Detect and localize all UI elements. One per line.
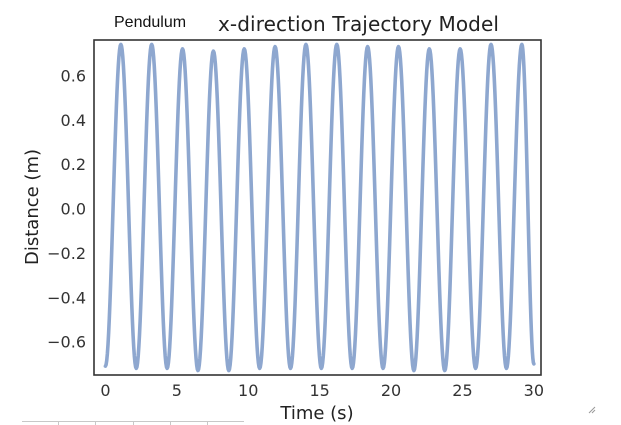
x-tick-label: 10 xyxy=(238,381,258,400)
y-tick-label: −0.2 xyxy=(47,244,86,263)
y-tick-label: 0.4 xyxy=(61,111,86,130)
y-axis-label: Distance (m) xyxy=(22,149,43,265)
x-tick-label: 25 xyxy=(452,381,472,400)
chart-title: x-direction Trajectory Model xyxy=(218,12,500,36)
y-tick-label: 0.6 xyxy=(61,66,86,85)
strip-cell xyxy=(58,422,95,425)
plot-area-frame xyxy=(93,39,542,376)
x-tick-label: 5 xyxy=(172,381,182,400)
resize-grip-icon[interactable] xyxy=(588,406,596,414)
x-tick-label: 15 xyxy=(309,381,329,400)
pendulum-label: Pendulum xyxy=(114,14,187,31)
x-tick-label: 0 xyxy=(100,381,110,400)
y-tick-label: 0.2 xyxy=(61,155,86,174)
x-tick-label: 30 xyxy=(524,381,544,400)
y-tick-label: −0.4 xyxy=(47,288,86,307)
y-tick-labels: 0.6 0.4 0.2 0.0 −0.2 −0.4 −0.6 xyxy=(47,66,86,351)
x-tick-labels: 0 5 10 15 20 25 30 xyxy=(100,381,544,400)
bottom-strip xyxy=(22,421,244,425)
y-tick-label: 0.0 xyxy=(61,200,86,219)
x-axis-label: Time (s) xyxy=(279,403,353,424)
strip-cell xyxy=(132,422,170,425)
x-tick-label: 20 xyxy=(381,381,401,400)
series-layer xyxy=(103,42,536,373)
strip-cell xyxy=(95,422,132,425)
y-tick-label: −0.6 xyxy=(47,333,86,352)
series-line-0 xyxy=(103,42,536,373)
strip-cell xyxy=(169,422,207,425)
strip-cell xyxy=(206,422,244,425)
